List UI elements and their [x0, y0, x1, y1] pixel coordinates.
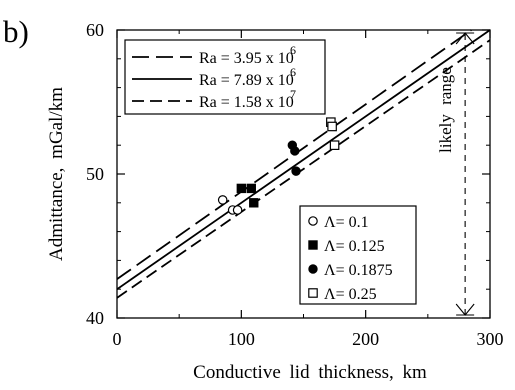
point-series-2 [246, 183, 256, 194]
point-series-4 [329, 140, 340, 150]
point-series-4 [327, 121, 337, 132]
marker-legend-swatch-3 [308, 264, 318, 274]
marker-legend-swatch-2 [308, 240, 318, 250]
marker-legend-label-4: Λ= 0.25 [324, 286, 377, 303]
data-points [217, 117, 340, 215]
line-legend-label-2: Ra = 7.89 x 10 [199, 72, 294, 89]
likely-range-annotation: likely range [436, 32, 475, 316]
marker-legend-label-3: Λ= 0.1875 [324, 262, 393, 279]
marker-legend-label-1: Λ= 0.1 [324, 214, 369, 231]
point-series-2 [249, 198, 259, 208]
line-legend-exponent-1: 6 [290, 43, 296, 57]
x-tick-label: 200 [352, 329, 379, 349]
x-tick-label: 100 [228, 329, 255, 349]
point-series-2 [236, 183, 247, 194]
marker-legend-label-2: Λ= 0.125 [324, 238, 385, 255]
axis-ticks: 0 100 200 300 40 50 60 [86, 20, 504, 349]
point-series-3 [290, 146, 300, 156]
likely-range-label: likely range [436, 67, 455, 153]
marker-legend: Λ= 0.1 Λ= 0.125 Λ= 0.1875 Λ= 0.25 [299, 205, 417, 305]
point-series-1 [217, 195, 228, 205]
line-legend-label-3: Ra = 1.58 x 10 [199, 94, 294, 111]
x-axis-label: Conductive lid thickness, km [193, 362, 427, 383]
marker-legend-swatch-1 [308, 216, 318, 226]
line-legend-exponent-3: 7 [290, 87, 296, 101]
x-tick-label: 300 [477, 329, 504, 349]
y-tick-label: 40 [86, 308, 104, 328]
point-series-1 [232, 205, 243, 215]
y-axis-label: Admittance, mGal/km [46, 87, 67, 261]
marker-legend-box [299, 205, 417, 305]
x-tick-label: 0 [113, 329, 122, 349]
fit-line-2 [116, 29, 491, 290]
fit-line-3 [116, 39, 491, 299]
panel-label: b) [3, 14, 29, 49]
line-legend-exponent-2: 6 [290, 65, 296, 79]
line-legend-label-1: Ra = 3.95 x 10 [199, 50, 294, 67]
marker-legend-swatch-4 [308, 288, 318, 298]
y-tick-label: 50 [86, 164, 104, 184]
point-series-3 [291, 166, 301, 176]
y-tick-label: 60 [86, 20, 104, 40]
